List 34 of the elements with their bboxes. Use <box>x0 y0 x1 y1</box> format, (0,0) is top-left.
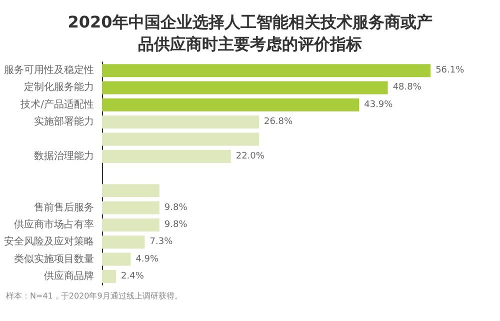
data-label: 56.1% <box>436 66 465 76</box>
bar <box>102 98 360 112</box>
y-tick-label: 售前售后服务 <box>34 201 94 214</box>
text: 样本：N=41，于2020年9月通过线上调研获得。 <box>6 292 182 300</box>
y-tick-label: 供应商品牌 <box>44 270 94 282</box>
chart-title: 2020年中国企业选择人工智能相关技术服务商或产品供应商时主要考虑的评价指标 <box>68 12 432 54</box>
bar <box>102 236 145 249</box>
data-label: 22.0% <box>236 151 265 162</box>
bar <box>102 270 116 283</box>
y-tick-label: 定制化服务能力 <box>24 81 94 94</box>
data-label: 26.8% <box>264 117 294 128</box>
data-label: 2.4% <box>121 271 144 282</box>
bar <box>102 64 431 78</box>
bar <box>102 184 160 198</box>
bar <box>102 81 388 94</box>
y-tick-label: 数据治理能力 <box>34 150 94 162</box>
bar <box>102 201 160 214</box>
bar <box>102 218 160 232</box>
data-label: 9.8% <box>164 220 188 230</box>
y-tick-label: 实施部署能力 <box>34 116 94 128</box>
data-label: 9.8% <box>164 202 188 213</box>
data-label: 43.9% <box>364 100 394 110</box>
data-label: 4.9% <box>136 254 160 264</box>
bar <box>102 132 259 146</box>
y-tick-label: 类似实施项目数量 <box>14 252 94 265</box>
bar <box>102 252 131 266</box>
bar <box>102 150 231 163</box>
y-tick-label: 服务可用性及稳定性 <box>4 64 94 76</box>
bar <box>102 116 259 129</box>
y-tick-label: 安全风险及应对策略 <box>4 236 94 248</box>
y-tick-label: 供应商市场占有率 <box>14 218 94 230</box>
data-label: 48.8% <box>392 82 422 93</box>
y-tick-label: 技术/产品适配性 <box>20 98 94 110</box>
data-label: 7.3% <box>150 237 174 248</box>
